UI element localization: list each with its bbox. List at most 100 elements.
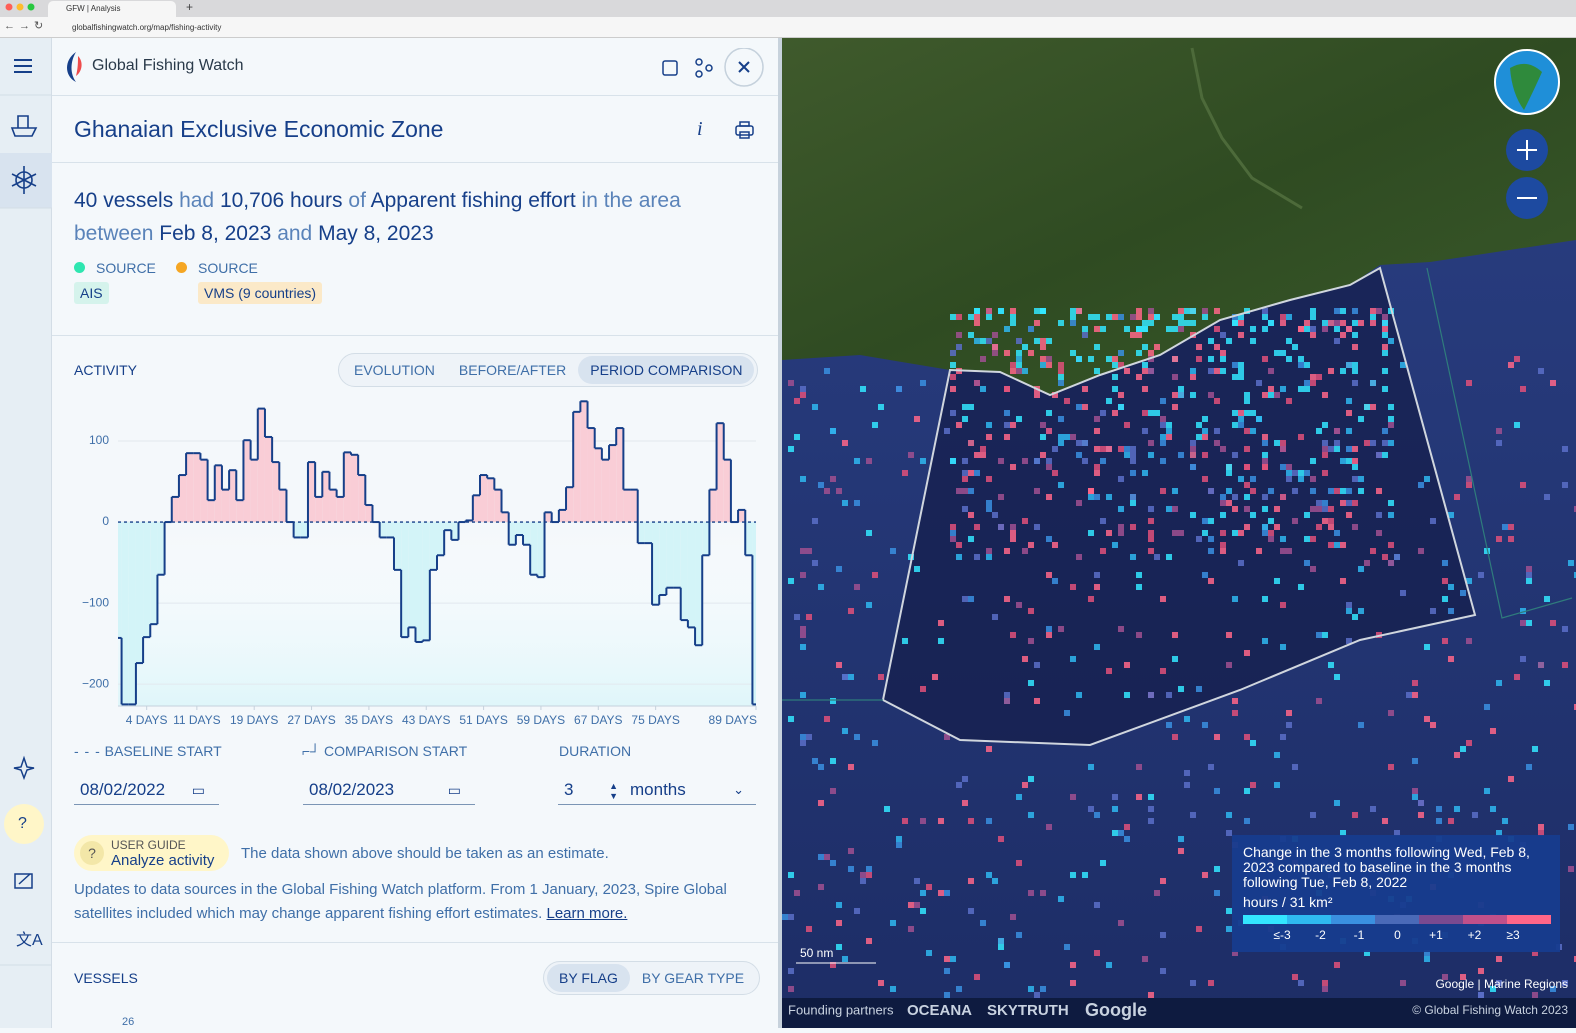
min-dot[interactable] [16,3,24,11]
fishing-cell [1274,506,1280,512]
fishing-cell [1286,338,1292,344]
fishing-cell [1352,446,1358,452]
fishing-cell [1268,368,1274,374]
fishing-cell [962,404,968,410]
baseline-input[interactable]: 08/02/2022 ▭ [74,775,219,805]
fishing-cell [1250,476,1256,482]
save-icon[interactable] [662,60,678,76]
fishing-cell [968,314,974,320]
fishing-cell [956,344,962,350]
fishing-cell [800,644,806,650]
nav-buttons[interactable]: ←→↻ [4,20,48,32]
fishing-cell [914,902,920,908]
help-button[interactable] [4,804,44,844]
area-step [745,522,753,556]
menu-icon[interactable] [14,59,32,73]
fishing-cell [1298,362,1304,368]
fishing-cell [1496,440,1502,446]
close-dot[interactable] [5,3,13,11]
summary-part: in the area [581,189,681,212]
fishing-cell [1112,794,1118,800]
sparkle-icon[interactable] [13,755,35,781]
fishing-cell [1262,434,1268,440]
fishing-cell [842,956,848,962]
fishing-cell [782,914,788,920]
fishing-cell [1280,734,1286,740]
fishing-cell [908,926,914,932]
tab-button[interactable]: BY FLAG [547,964,630,992]
help-text[interactable]: ? [18,815,27,832]
fishing-cell [1376,512,1382,518]
max-dot[interactable] [27,3,35,11]
tab-button[interactable]: BY GEAR TYPE [641,970,745,986]
new-tab[interactable]: + [186,0,194,14]
fishing-cell [980,920,986,926]
area-step [157,522,165,575]
fishing-cell [1004,962,1010,968]
browser-tab[interactable]: GFW | Analysis [48,1,176,17]
fishing-cell [1166,692,1172,698]
fishing-cell [800,632,806,638]
fishing-cell [854,584,860,590]
fishing-cell [1238,332,1244,338]
fishing-cell [1340,500,1346,506]
close-button[interactable] [724,48,764,87]
fishing-cell [1286,356,1292,362]
fishing-cell [1358,320,1364,326]
fishing-cell [818,884,824,890]
area-step [530,522,538,575]
fishing-cell [1244,650,1250,656]
feedback-icon[interactable] [14,873,33,889]
source-label: SOURCE [96,260,156,276]
fishing-cell [1148,506,1154,512]
fishing-cell [1286,470,1292,476]
fishing-cell [1118,350,1124,356]
panel-resizer[interactable] [778,38,782,1028]
tab-button[interactable]: PERIOD COMPARISON [578,356,755,384]
activity-icon[interactable] [11,166,37,194]
duration-input[interactable]: 3 ▲ ▼ [558,775,624,805]
close-icon[interactable] [738,61,750,73]
fishing-cell [1262,392,1268,398]
fishing-cell [974,338,980,344]
fishing-cell [1106,314,1112,320]
fishing-cell [956,782,962,788]
vessel-icon[interactable] [10,115,38,137]
fishing-cell [920,686,926,692]
fishing-cell [1040,356,1046,362]
share-icon[interactable] [695,58,713,78]
fishing-cell [1316,632,1322,638]
fishing-cell [950,386,956,392]
user-guide[interactable]: ? USER GUIDE Analyze activity [74,835,229,871]
fishing-cell [956,554,962,560]
print-button[interactable] [734,120,756,140]
fishing-cell [1028,890,1034,896]
fishing-cell [1496,680,1502,686]
duration-unit-select[interactable]: months ⌄ [624,775,756,805]
fishing-cell [1034,524,1040,530]
area-step [193,453,201,523]
language-icon[interactable]: 文A [16,931,43,949]
partner-logo[interactable]: SKYTRUTH [987,1002,1069,1019]
partner-logo[interactable]: Google [1085,1000,1147,1020]
tab-button[interactable]: EVOLUTION [354,362,435,378]
fishing-cell [1184,770,1190,776]
fishing-cell [1058,368,1064,374]
fishing-cell [1178,308,1184,314]
fishing-cell [1310,536,1316,542]
tab-button[interactable]: BEFORE/AFTER [458,362,567,378]
fishing-cell [1220,332,1226,338]
fishing-cell [794,614,800,620]
fishing-cell [1040,986,1046,992]
comparison-input[interactable]: 08/02/2023 ▭ [303,775,475,805]
area-step [630,489,638,523]
partner-logo[interactable]: OCEANA [907,1002,972,1019]
url[interactable]: globalfishingwatch.org/map/fishing-activ… [72,23,222,32]
fishing-cell [1238,560,1244,566]
fishing-cell [1040,890,1046,896]
learn-more[interactable]: Learn more. [546,905,628,922]
info-button[interactable]: i [697,118,703,140]
fishing-cell [1160,458,1166,464]
fishing-cell [974,380,980,386]
fishing-cell [866,458,872,464]
